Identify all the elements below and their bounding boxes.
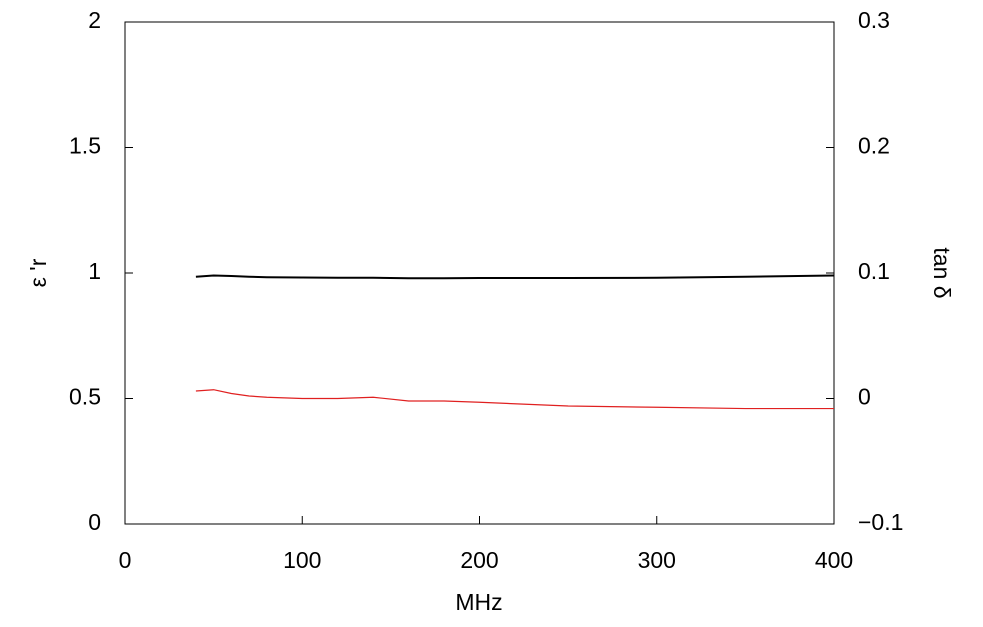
y-axis-label: ε 'r	[25, 258, 51, 287]
y2-tick-label: 0	[858, 384, 871, 410]
y-tick-label: 1.5	[69, 133, 101, 159]
y2-axis-label: tan δ	[929, 247, 955, 298]
data-line	[195, 389, 834, 410]
y2-tick-label: 0.1	[858, 258, 890, 284]
plot-frame	[124, 21, 835, 525]
x-tick-label: 400	[815, 547, 853, 573]
y2-tick-label: 0.2	[858, 133, 890, 159]
x-axis-label: MHz	[455, 589, 502, 615]
y-tick-label: 0.5	[69, 384, 101, 410]
data-line	[195, 274, 835, 280]
x-tick-label: 0	[119, 547, 132, 573]
y-tick-label: 2	[88, 7, 101, 33]
y2-tick-label: −0.1	[858, 509, 903, 535]
y-tick-label: 0	[88, 509, 101, 535]
x-tick-label: 200	[460, 547, 498, 573]
y-tick-label: 1	[88, 258, 101, 284]
x-tick-label: 300	[638, 547, 676, 573]
y2-tick-label: 0.3	[858, 7, 890, 33]
x-tick-label: 100	[283, 547, 321, 573]
